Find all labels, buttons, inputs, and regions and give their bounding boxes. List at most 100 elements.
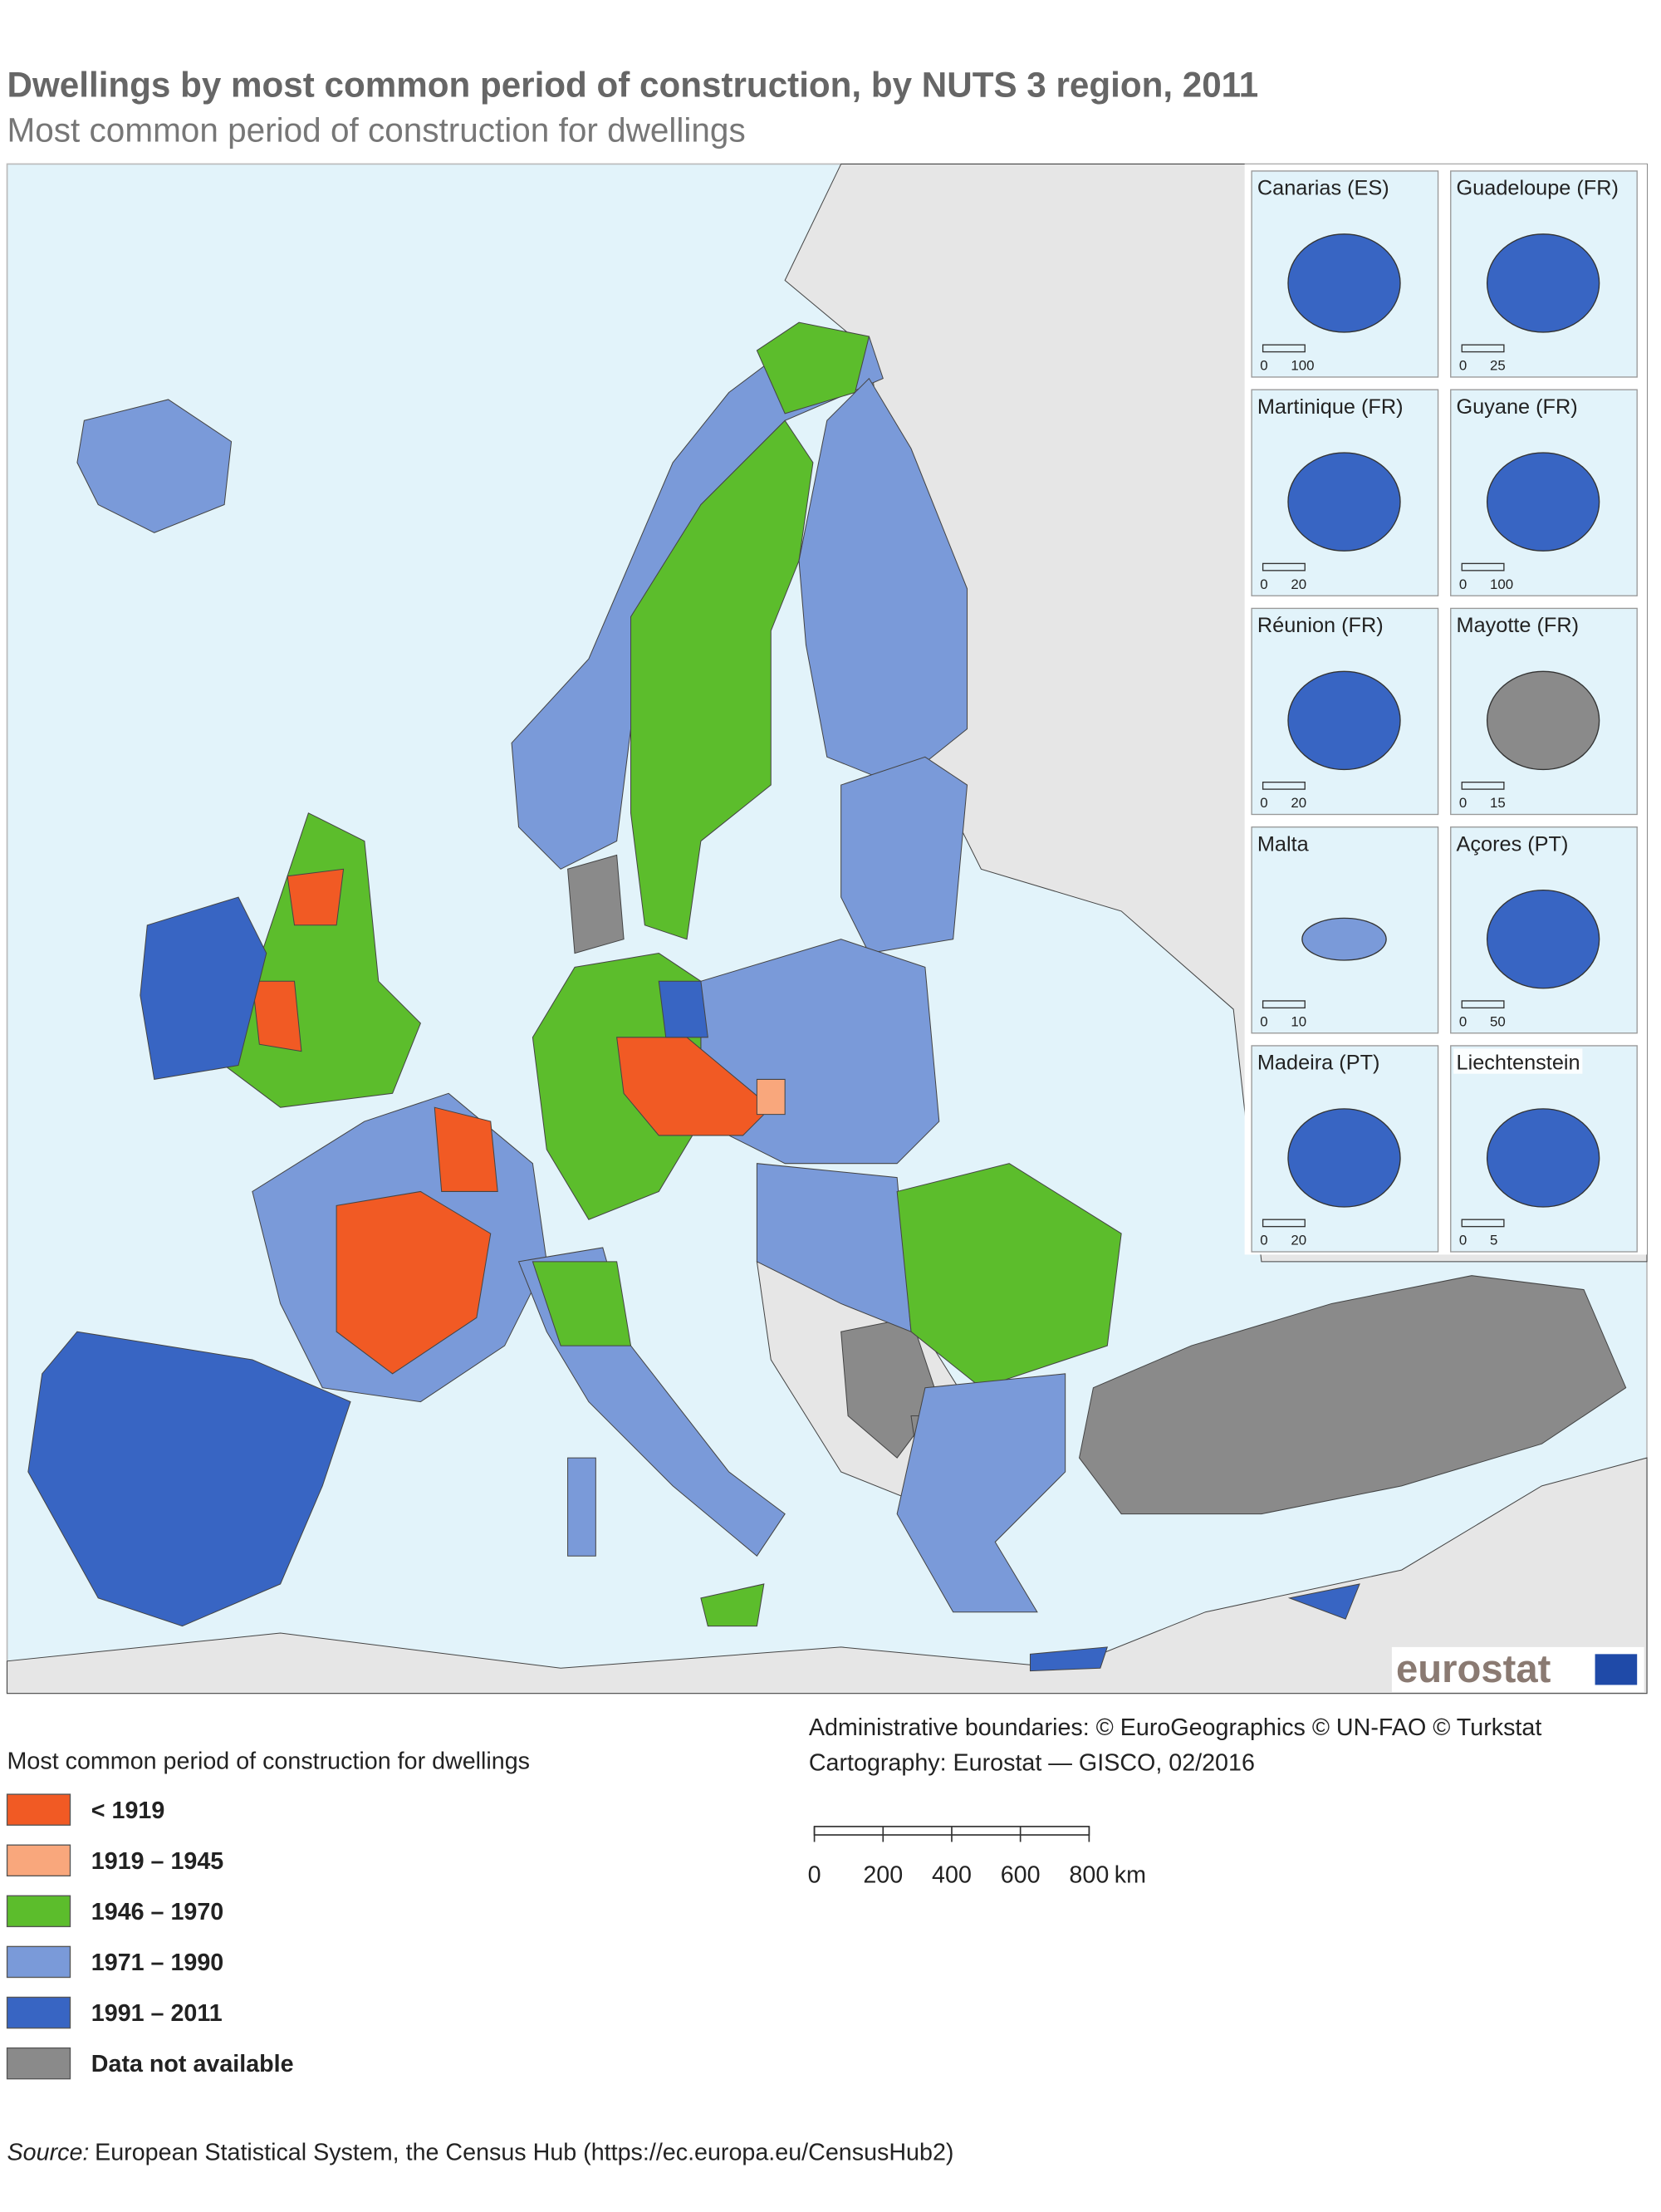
region (798, 377, 968, 786)
inset-region (1301, 917, 1387, 961)
inset-scale-label: 0 (1260, 1013, 1267, 1029)
scale-bar: 0 200 400 600 800 km (808, 1826, 1146, 1888)
legend-swatch (6, 1793, 71, 1826)
inset-title: Madeira (PT) (1257, 1052, 1380, 1075)
region (840, 756, 968, 954)
attribution-line: Administrative boundaries: © EuroGeograp… (809, 1714, 1541, 1741)
inset-scale-bar (1461, 344, 1505, 353)
title: Dwellings by most common period of const… (7, 65, 1259, 104)
region (532, 953, 702, 1220)
inset-title: Réunion (FR) (1257, 614, 1384, 637)
region (756, 1163, 912, 1332)
legend-label: 1971 – 1990 (91, 1950, 223, 1976)
region (896, 1163, 1122, 1389)
legend-swatch (6, 1945, 71, 1979)
region (756, 321, 870, 414)
inset-region (1486, 1108, 1600, 1208)
region (434, 1106, 498, 1192)
attribution: Administrative boundaries: © EuroGeograp… (809, 1714, 1541, 1776)
region (567, 1457, 596, 1557)
inset-region (1486, 670, 1600, 771)
region (1029, 1646, 1109, 1672)
legend-title: Most common period of construction for d… (7, 1749, 530, 1775)
inset-scale-label: 0 (1260, 1233, 1267, 1248)
region (756, 1078, 786, 1116)
legend-label: 1991 – 2011 (91, 2000, 223, 2027)
region (336, 1190, 492, 1375)
inset-scale-bar (1262, 1000, 1306, 1009)
legend-label: 1946 – 1970 (91, 1899, 223, 1925)
inset-region (1486, 233, 1600, 333)
inset-scale-label: 0 (1459, 795, 1467, 811)
inset-scale-label: 10 (1291, 1013, 1306, 1029)
inset-scale-label: 15 (1490, 795, 1506, 811)
scale-unit: km (1115, 1861, 1146, 1888)
region (76, 399, 233, 533)
scale-label: 400 (932, 1861, 972, 1888)
inset-title: Malta (1257, 832, 1310, 856)
inset-scale-bar (1262, 562, 1306, 571)
inset-scale-label: 0 (1459, 1013, 1467, 1029)
attribution-line: Cartography: Eurostat — GISCO, 02/2016 (809, 1749, 1255, 1776)
source-text: European Statistical System, the Census … (95, 2140, 953, 2166)
inset-region (1486, 889, 1600, 989)
logo: eurostat (1391, 1646, 1644, 1692)
inset-title: Guyane (FR) (1457, 395, 1578, 419)
legend-swatch (6, 1996, 71, 2029)
inset-title: Liechtenstein (1457, 1052, 1580, 1075)
eu-flag (1595, 1654, 1638, 1685)
inset-region (1287, 233, 1401, 333)
legend-swatch (6, 2047, 71, 2080)
inset-region (1486, 452, 1600, 552)
inset-scale-bar (1461, 562, 1505, 571)
region (700, 1583, 765, 1627)
region (1079, 1275, 1627, 1515)
inset-scale-bar (1461, 1000, 1505, 1009)
subtitle: Most common period of construction for d… (7, 110, 746, 149)
inset-scale-label: 20 (1291, 1233, 1306, 1248)
logo-text: eurostat (1396, 1647, 1551, 1691)
inset-scale-label: 20 (1291, 795, 1306, 811)
inset-region (1287, 1108, 1401, 1208)
inset-title: Canarias (ES) (1257, 177, 1389, 200)
inset-title: Guadeloupe (FR) (1457, 177, 1619, 200)
region (27, 1331, 351, 1627)
legend-swatch (6, 1844, 71, 1876)
inset-scale-label: 100 (1490, 576, 1513, 592)
region (532, 1261, 632, 1346)
inset-scale-label: 0 (1260, 795, 1267, 811)
inset-scale-bar (1262, 781, 1306, 790)
inset-scale-label: 100 (1291, 358, 1314, 374)
region (658, 980, 708, 1038)
inset-title-bg (1453, 1048, 1583, 1074)
inset-title: Mayotte (FR) (1457, 614, 1580, 637)
region (252, 980, 302, 1052)
inset-scale-bar (1262, 1219, 1306, 1228)
inset-scale-label: 0 (1260, 576, 1267, 592)
region (1287, 1583, 1360, 1620)
region (896, 1373, 1066, 1613)
scale-label: 0 (808, 1861, 821, 1888)
inset-scale-label: 0 (1459, 1233, 1467, 1248)
legend-label: 1919 – 1945 (91, 1848, 223, 1875)
scale-label: 600 (1001, 1861, 1041, 1888)
inset-scale-bar (1461, 1219, 1505, 1228)
inset-scale-label: 0 (1459, 358, 1467, 374)
inset-scale-label: 0 (1459, 576, 1467, 592)
scale-label: 200 (863, 1861, 903, 1888)
non-eu-land (7, 1457, 1648, 1695)
inset-region (1287, 452, 1401, 552)
region (140, 896, 267, 1081)
region (287, 868, 345, 926)
inset-scale-label: 5 (1490, 1233, 1497, 1248)
source: Source: European Statistical System, the … (7, 2140, 954, 2166)
inset-title: Açores (PT) (1457, 832, 1569, 856)
inset-scale-bar (1461, 781, 1505, 790)
inset-scale-label: 0 (1260, 358, 1267, 374)
inset-title: Martinique (FR) (1257, 395, 1404, 419)
scale-label: 800 (1069, 1861, 1109, 1888)
inset-scale-bar (1262, 344, 1306, 353)
inset-scale-label: 50 (1490, 1013, 1506, 1029)
